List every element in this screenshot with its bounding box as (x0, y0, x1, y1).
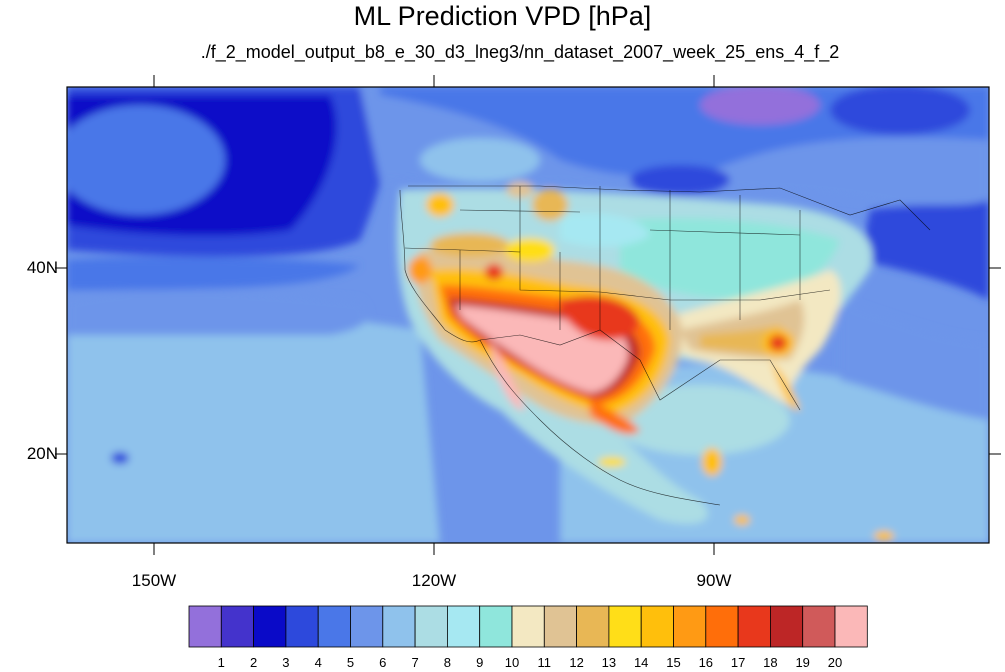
colorbar-tick-label: 8 (443, 655, 451, 670)
colorbar-swatch (414, 605, 448, 648)
colorbar-tick-label: 14 (633, 655, 649, 670)
colorbar-swatch (673, 605, 707, 648)
lat-label-40n: 40N (26, 258, 58, 277)
colorbar-tick-label: 12 (569, 655, 584, 670)
colorbar-swatch (317, 605, 351, 648)
colorbar-tick-label: 4 (314, 655, 322, 670)
lat-label-20n: 20N (26, 444, 58, 463)
colorbar-tick-label: 7 (411, 655, 419, 670)
colorbar-tick-label: 3 (282, 655, 290, 670)
lon-label-90w: 90W (696, 571, 732, 590)
colorbar-swatch (640, 605, 674, 648)
colorbar-swatch (479, 605, 513, 648)
colorbar-swatch (285, 605, 319, 648)
lon-label-120w: 120W (411, 571, 457, 590)
vpd-field (67, 87, 989, 543)
colorbar-tick-label: 5 (346, 655, 355, 670)
colorbar-swatch (511, 605, 545, 648)
colorbar-swatch (705, 605, 739, 648)
colorbar-swatch (737, 605, 771, 648)
colorbar-swatch (446, 605, 481, 648)
colorbar-tick-label: 11 (537, 655, 552, 670)
colorbar-tick-label: 6 (379, 655, 387, 670)
colorbar-swatch (608, 605, 642, 648)
colorbar-swatch (802, 605, 836, 648)
colorbar-swatch (220, 605, 255, 648)
colorbar-swatch (188, 605, 222, 648)
colorbar-tick-label: 10 (504, 655, 520, 670)
colorbar-swatch (350, 605, 384, 648)
colorbar-swatch (543, 605, 577, 648)
map-frame (66, 86, 990, 544)
colorbar-tick-label: 9 (476, 655, 484, 670)
colorbar-swatch (576, 605, 610, 648)
colorbar-tick-label: 20 (827, 655, 843, 670)
colorbar-swatch (253, 605, 287, 648)
colorbar-tick-label: 18 (763, 655, 778, 670)
colorbar-tick-label: 13 (601, 655, 617, 670)
colorbar-tick-label: 19 (795, 655, 810, 670)
axis-ticks (55, 75, 1001, 555)
colorbar-tick-label: 1 (217, 655, 225, 670)
colorbar-swatch (834, 605, 868, 648)
colorbar-tick-label: 2 (249, 655, 258, 670)
boundary-lines (399, 185, 931, 506)
colorbar-swatch (770, 605, 804, 648)
map-title: ML Prediction VPD [hPa] (353, 1, 652, 31)
colorbar-tick-label: 17 (730, 655, 746, 670)
colorbar-tick-label: 15 (666, 655, 681, 670)
lon-label-150w: 150W (131, 571, 177, 590)
colorbar-swatch (382, 605, 416, 648)
map-subtitle: ./f_2_model_output_b8_e_30_d3_lneg3/nn_d… (200, 42, 840, 62)
colorbar-tick-label: 16 (698, 655, 714, 670)
